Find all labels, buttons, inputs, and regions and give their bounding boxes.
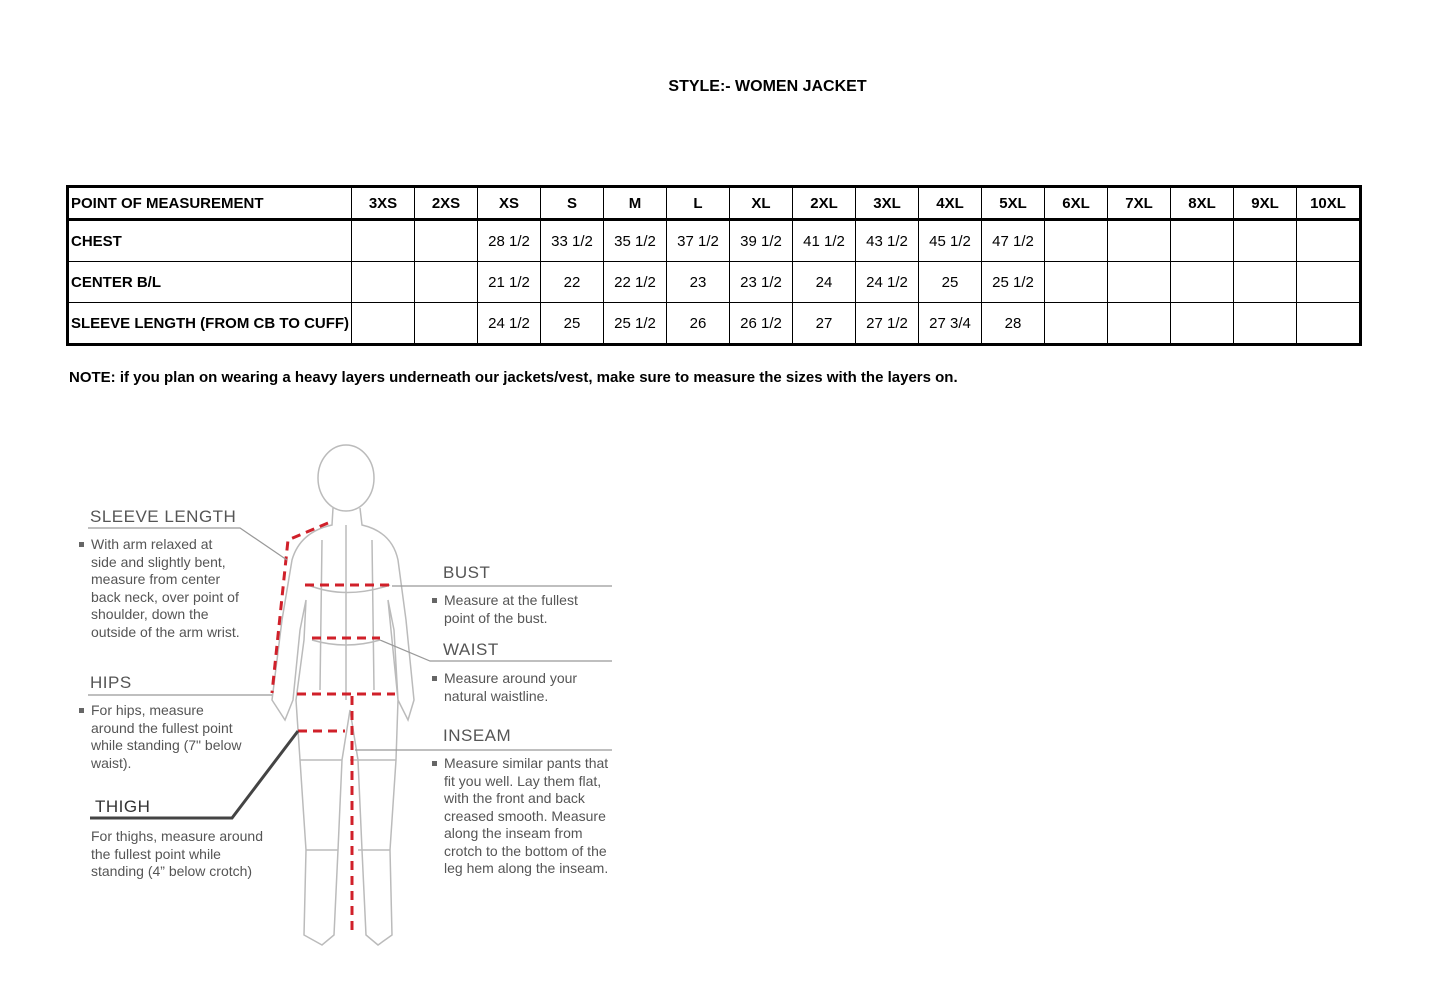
measurement-value: 28 xyxy=(981,302,1045,345)
body-outline xyxy=(271,444,415,946)
column-header-size: S xyxy=(540,186,604,221)
measurement-value: 26 xyxy=(666,302,730,345)
leader-lines xyxy=(88,527,612,751)
bust-desc: Measure at the fullest point of the bust… xyxy=(432,592,599,627)
column-header-size: 9XL xyxy=(1233,186,1297,221)
size-table: POINT OF MEASUREMENT 3XS 2XS XS S M L XL 2XL 3XL 4… xyxy=(66,185,1362,346)
measurement-value xyxy=(414,302,478,345)
column-header-size: 5XL xyxy=(981,186,1045,221)
measurement-value: 47 1/2 xyxy=(981,219,1045,262)
column-header-pom: POINT OF MEASUREMENT xyxy=(67,186,352,221)
inseam-label: INSEAM xyxy=(443,726,512,745)
measurement-value xyxy=(1170,302,1234,345)
thigh-desc: For thighs, measure around the fullest p… xyxy=(91,828,263,879)
column-header-size: M xyxy=(603,186,667,221)
column-header-size: 6XL xyxy=(1044,186,1108,221)
hips-desc: For hips, measure around the fullest poi… xyxy=(79,702,246,772)
column-header-size: 7XL xyxy=(1107,186,1171,221)
measurement-value: 21 1/2 xyxy=(477,261,541,303)
column-header-size: XL xyxy=(729,186,793,221)
measurement-value: 35 1/2 xyxy=(603,219,667,262)
column-header-size: 2XL xyxy=(792,186,856,221)
measurement-value: 25 1/2 xyxy=(603,302,667,345)
column-header-size: 3XL xyxy=(855,186,919,221)
page-title: STYLE:- WOMEN JACKET xyxy=(668,78,867,95)
measurement-value xyxy=(1233,261,1297,303)
measurement-value: 45 1/2 xyxy=(918,219,982,262)
measurement-value: 43 1/2 xyxy=(855,219,919,262)
measurement-value xyxy=(351,302,415,345)
thigh-leader xyxy=(90,730,300,820)
measurement-value: 23 1/2 xyxy=(729,261,793,303)
measurement-value xyxy=(414,261,478,303)
sleeve-desc: With arm relaxed at side and slightly be… xyxy=(79,536,241,641)
measurement-value: 37 1/2 xyxy=(666,219,730,262)
column-header-size: 3XS xyxy=(351,186,415,221)
column-header-size: 8XL xyxy=(1170,186,1234,221)
column-header-size: 10XL xyxy=(1296,186,1361,221)
measurement-value xyxy=(1044,219,1108,262)
measurement-value xyxy=(1044,302,1108,345)
measurement-value xyxy=(1296,219,1361,262)
table-header-row: POINT OF MEASUREMENT 3XS 2XS XS S M L XL 2XL 3XL 4… xyxy=(67,186,1361,221)
measurement-value xyxy=(1296,302,1361,345)
bust-label: BUST xyxy=(443,563,491,582)
sleeve-label: SLEEVE LENGTH xyxy=(90,507,237,526)
measurement-name: CENTER B/L xyxy=(67,261,352,303)
measurement-value: 24 1/2 xyxy=(855,261,919,303)
table-row: SLEEVE LENGTH (FROM CB TO CUFF) 24 1/2 25 2… xyxy=(67,302,1361,345)
measurement-dashes xyxy=(270,521,395,930)
measurement-value: 25 xyxy=(540,302,604,345)
measurement-value: 24 1/2 xyxy=(477,302,541,345)
column-header-size: L xyxy=(666,186,730,221)
measurement-value: 39 1/2 xyxy=(729,219,793,262)
inseam-desc: Measure similar pants that fit you well.… xyxy=(432,755,616,878)
measurement-value xyxy=(1107,261,1171,303)
measurement-value: 27 1/2 xyxy=(855,302,919,345)
measurement-value: 27 3/4 xyxy=(918,302,982,345)
thigh-label: THIGH xyxy=(95,797,151,816)
measurement-value xyxy=(1233,219,1297,262)
measurement-value xyxy=(1107,302,1171,345)
measurement-value: 27 xyxy=(792,302,856,345)
column-header-size: XS xyxy=(477,186,541,221)
column-header-size: 4XL xyxy=(918,186,982,221)
measurement-value xyxy=(1107,219,1171,262)
hips-label: HIPS xyxy=(90,673,132,692)
layering-note: NOTE: if you plan on wearing a heavy lay… xyxy=(69,369,958,386)
measurement-name: SLEEVE LENGTH (FROM CB TO CUFF) xyxy=(67,302,352,345)
measurement-value xyxy=(1296,261,1361,303)
measurement-value: 22 1/2 xyxy=(603,261,667,303)
waist-desc: Measure around your natural waistline. xyxy=(432,670,594,705)
waist-label: WAIST xyxy=(443,640,499,659)
measurement-value xyxy=(1170,261,1234,303)
column-header-size: 2XS xyxy=(414,186,478,221)
measurement-value: 28 1/2 xyxy=(477,219,541,262)
table-row: CENTER B/L 21 1/2 22 22 1/2 23 23 1/2 24 24 1/2… xyxy=(67,261,1361,303)
measurement-value: 24 xyxy=(792,261,856,303)
